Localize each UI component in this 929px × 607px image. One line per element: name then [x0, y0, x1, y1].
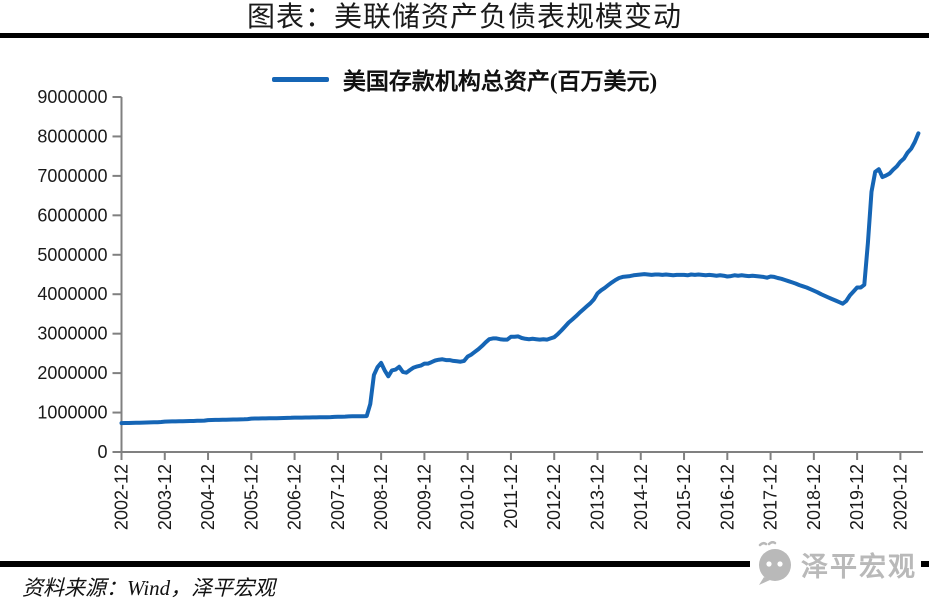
x-tick-label: 2019-12 [847, 464, 867, 530]
x-tick-label: 2020-12 [890, 464, 910, 530]
top-divider-rule [0, 33, 929, 38]
x-tick-label: 2018-12 [804, 464, 824, 530]
y-tick-label: 6000000 [37, 205, 107, 225]
y-tick-label: 5000000 [37, 245, 107, 265]
y-tick-label: 2000000 [37, 363, 107, 383]
x-tick-label: 2007-12 [328, 464, 348, 530]
x-tick-label: 2010-12 [458, 464, 478, 530]
x-tick-label: 2004-12 [198, 464, 218, 530]
brand-watermark: 泽平宏观 [750, 540, 921, 588]
y-tick-label: 8000000 [37, 126, 107, 146]
legend-label: 美国存款机构总资产(百万美元) [342, 69, 658, 94]
x-tick-label: 2013-12 [587, 464, 607, 530]
x-tick-label: 2002-12 [112, 464, 132, 530]
y-tick-label: 0 [97, 442, 107, 462]
source-note: 资料来源：Wind，泽平宏观 [22, 576, 276, 600]
y-tick-label: 9000000 [37, 87, 107, 107]
chart-legend: 美国存款机构总资产(百万美元) [0, 62, 929, 96]
watermark-text: 泽平宏观 [801, 551, 917, 582]
x-tick-label: 2003-12 [155, 464, 175, 530]
y-tick-label: 7000000 [37, 166, 107, 186]
bottom-divider-rule [0, 561, 929, 567]
y-tick-label: 4000000 [37, 284, 107, 304]
x-tick-label: 2015-12 [674, 464, 694, 530]
x-tick-label: 2016-12 [717, 464, 737, 530]
y-tick-label: 1000000 [37, 403, 107, 423]
x-tick-label: 2005-12 [241, 464, 261, 530]
x-tick-label: 2014-12 [631, 464, 651, 530]
x-tick-label: 2009-12 [414, 464, 434, 530]
y-tick-label: 3000000 [37, 324, 107, 344]
legend-line-swatch [271, 76, 329, 82]
x-tick-label: 2006-12 [285, 464, 305, 530]
watermark-face-icon [758, 541, 791, 585]
x-tick-label: 2012-12 [544, 464, 564, 530]
x-tick-label: 2008-12 [371, 464, 391, 530]
x-tick-label: 2017-12 [761, 464, 781, 530]
balance-sheet-line-series [119, 131, 921, 426]
x-tick-label: 2011-12 [501, 464, 521, 529]
page-title: 图表：美联储资产负债表规模变动 [246, 2, 682, 33]
